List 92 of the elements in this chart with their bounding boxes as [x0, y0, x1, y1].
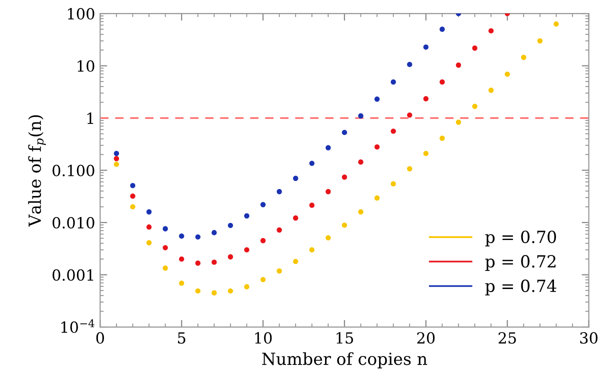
point: [407, 62, 412, 68]
point: [130, 194, 136, 199]
y-axis-title: Value of f$_{p}$(n): [28, 115, 46, 227]
point: [212, 290, 217, 296]
point: [293, 176, 298, 181]
point: [293, 215, 298, 221]
point: [212, 230, 217, 236]
point: [114, 150, 120, 156]
x-tick-label: 10: [255, 332, 272, 344]
point: [488, 28, 494, 34]
point: [276, 189, 282, 194]
point: [114, 162, 120, 167]
point: [554, 21, 559, 27]
point: [276, 227, 282, 233]
x-tick-label: 5: [178, 332, 186, 344]
y-tick-label: 10$^{−4}$: [61, 319, 94, 333]
x-tick-label: 30: [580, 332, 598, 344]
point: [276, 268, 282, 274]
y-tick-label: 100: [68, 8, 94, 20]
x-tick-label: 15: [336, 332, 354, 344]
point: [390, 181, 396, 186]
point: [178, 233, 184, 239]
x-tick-label: 20: [417, 332, 435, 344]
point: [423, 150, 429, 156]
point: [244, 247, 250, 252]
point: [146, 240, 152, 246]
point: [456, 62, 462, 68]
point: [358, 113, 364, 118]
point: [293, 258, 298, 264]
point: [504, 72, 510, 77]
y-tick-label: 0.001: [52, 269, 94, 281]
point: [178, 256, 184, 262]
point: [358, 159, 364, 165]
point: [374, 144, 380, 150]
point: [244, 284, 250, 290]
y-tick-label: 0.100: [52, 164, 94, 176]
point: [423, 96, 429, 102]
point: [326, 235, 331, 240]
point: [342, 130, 348, 136]
point: [212, 260, 217, 265]
point: [390, 128, 396, 134]
legend-label: p = 0.72: [485, 255, 556, 271]
point: [309, 247, 314, 252]
point: [162, 266, 168, 271]
point: [342, 174, 348, 180]
point: [488, 88, 494, 93]
x-axis-title: Number of copies n: [262, 352, 428, 368]
point: [130, 182, 136, 188]
point: [456, 120, 462, 125]
point: [407, 166, 412, 172]
point: [309, 160, 314, 166]
point: [472, 104, 478, 109]
point: [114, 156, 120, 162]
point: [260, 276, 266, 282]
point: [162, 245, 168, 250]
point: [537, 38, 543, 44]
point: [440, 79, 445, 85]
point: [162, 226, 168, 232]
legend-label: p = 0.70: [485, 230, 556, 246]
point: [423, 44, 429, 50]
point: [195, 260, 200, 266]
point: [407, 112, 412, 118]
point: [326, 145, 331, 150]
point: [260, 238, 266, 244]
point: [178, 280, 184, 286]
point: [195, 234, 200, 240]
point: [130, 204, 136, 210]
point: [342, 222, 348, 228]
y-tick-label: 0.010: [52, 216, 94, 229]
x-tick-label: 25: [498, 332, 516, 344]
point: [228, 254, 234, 260]
legend-label: p = 0.74: [485, 280, 556, 296]
point: [244, 213, 250, 218]
point: [195, 288, 200, 294]
point: [309, 202, 314, 208]
point: [472, 46, 478, 51]
point: [390, 79, 396, 85]
point: [358, 209, 364, 214]
point: [228, 222, 234, 228]
point: [260, 202, 266, 208]
y-tick-label: 1: [87, 112, 94, 124]
point: [440, 26, 445, 32]
point: [440, 136, 445, 141]
point: [521, 54, 526, 60]
point: [146, 209, 152, 214]
point: [374, 96, 380, 102]
point: [374, 195, 380, 201]
point: [146, 224, 152, 230]
point: [326, 189, 331, 194]
x-tick-label: 0: [96, 332, 104, 344]
y-tick-label: 10: [78, 60, 94, 72]
point: [228, 288, 234, 294]
